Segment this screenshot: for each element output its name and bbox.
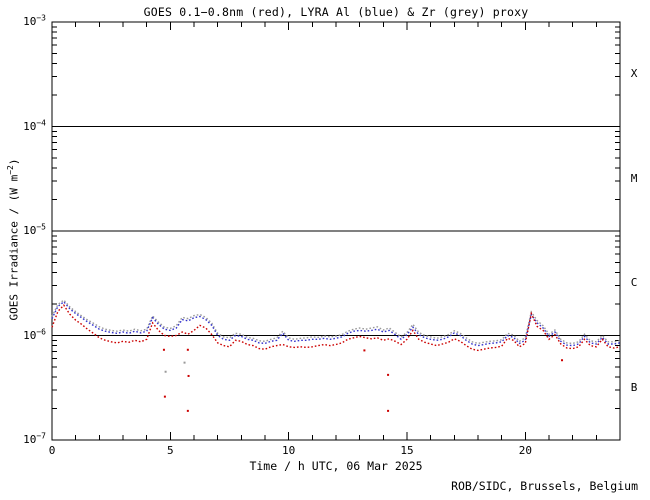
y-tick-label: 10−6 — [23, 326, 46, 342]
outlier-point — [183, 361, 186, 364]
flare-class-label-x: X — [630, 67, 638, 81]
x-tick-label: 0 — [48, 444, 56, 457]
outlier-point — [187, 374, 190, 377]
outlier-point — [186, 409, 189, 412]
flare-class-label-m: M — [630, 171, 638, 185]
x-axis-label: Time / h UTC, 06 Mar 2025 — [249, 459, 423, 473]
y-axis-label-close: ) — [7, 158, 21, 166]
y-axis-label-text: GOES Irradiance / (W m — [7, 174, 21, 321]
x-tick-label: 20 — [518, 444, 532, 457]
outlier-point — [186, 348, 189, 351]
y-tick-label: 10−7 — [23, 431, 46, 446]
chart-title: GOES 0.1−0.8nm (red), LYRA Al (blue) & Z… — [143, 5, 529, 19]
outlier-point — [387, 409, 390, 412]
outlier-point — [387, 373, 390, 376]
outlier-point — [561, 359, 564, 362]
x-tick-label: 10 — [282, 444, 296, 457]
x-tick-label: 15 — [400, 444, 414, 457]
y-axis-label: GOES Irradiance / (W m−2) — [5, 140, 23, 340]
outlier-point — [363, 349, 366, 352]
x-tick-label: 5 — [167, 444, 174, 457]
flare-class-label-c: C — [630, 276, 638, 290]
flare-class-label-b: B — [630, 380, 638, 394]
outlier-point — [162, 348, 165, 351]
credit-text: ROB/SIDC, Brussels, Belgium — [451, 479, 638, 493]
y-tick-label: 10−3 — [23, 13, 46, 28]
outlier-point — [163, 395, 166, 398]
series-curve-grey — [51, 299, 621, 345]
series-curve-blue — [51, 300, 621, 347]
y-tick-label: 10−4 — [23, 117, 46, 133]
y-tick-label: 10−5 — [23, 222, 46, 237]
outlier-point — [164, 370, 167, 373]
y-axis-label-superscript: −2 — [5, 165, 15, 175]
series-curve-red — [51, 304, 621, 352]
